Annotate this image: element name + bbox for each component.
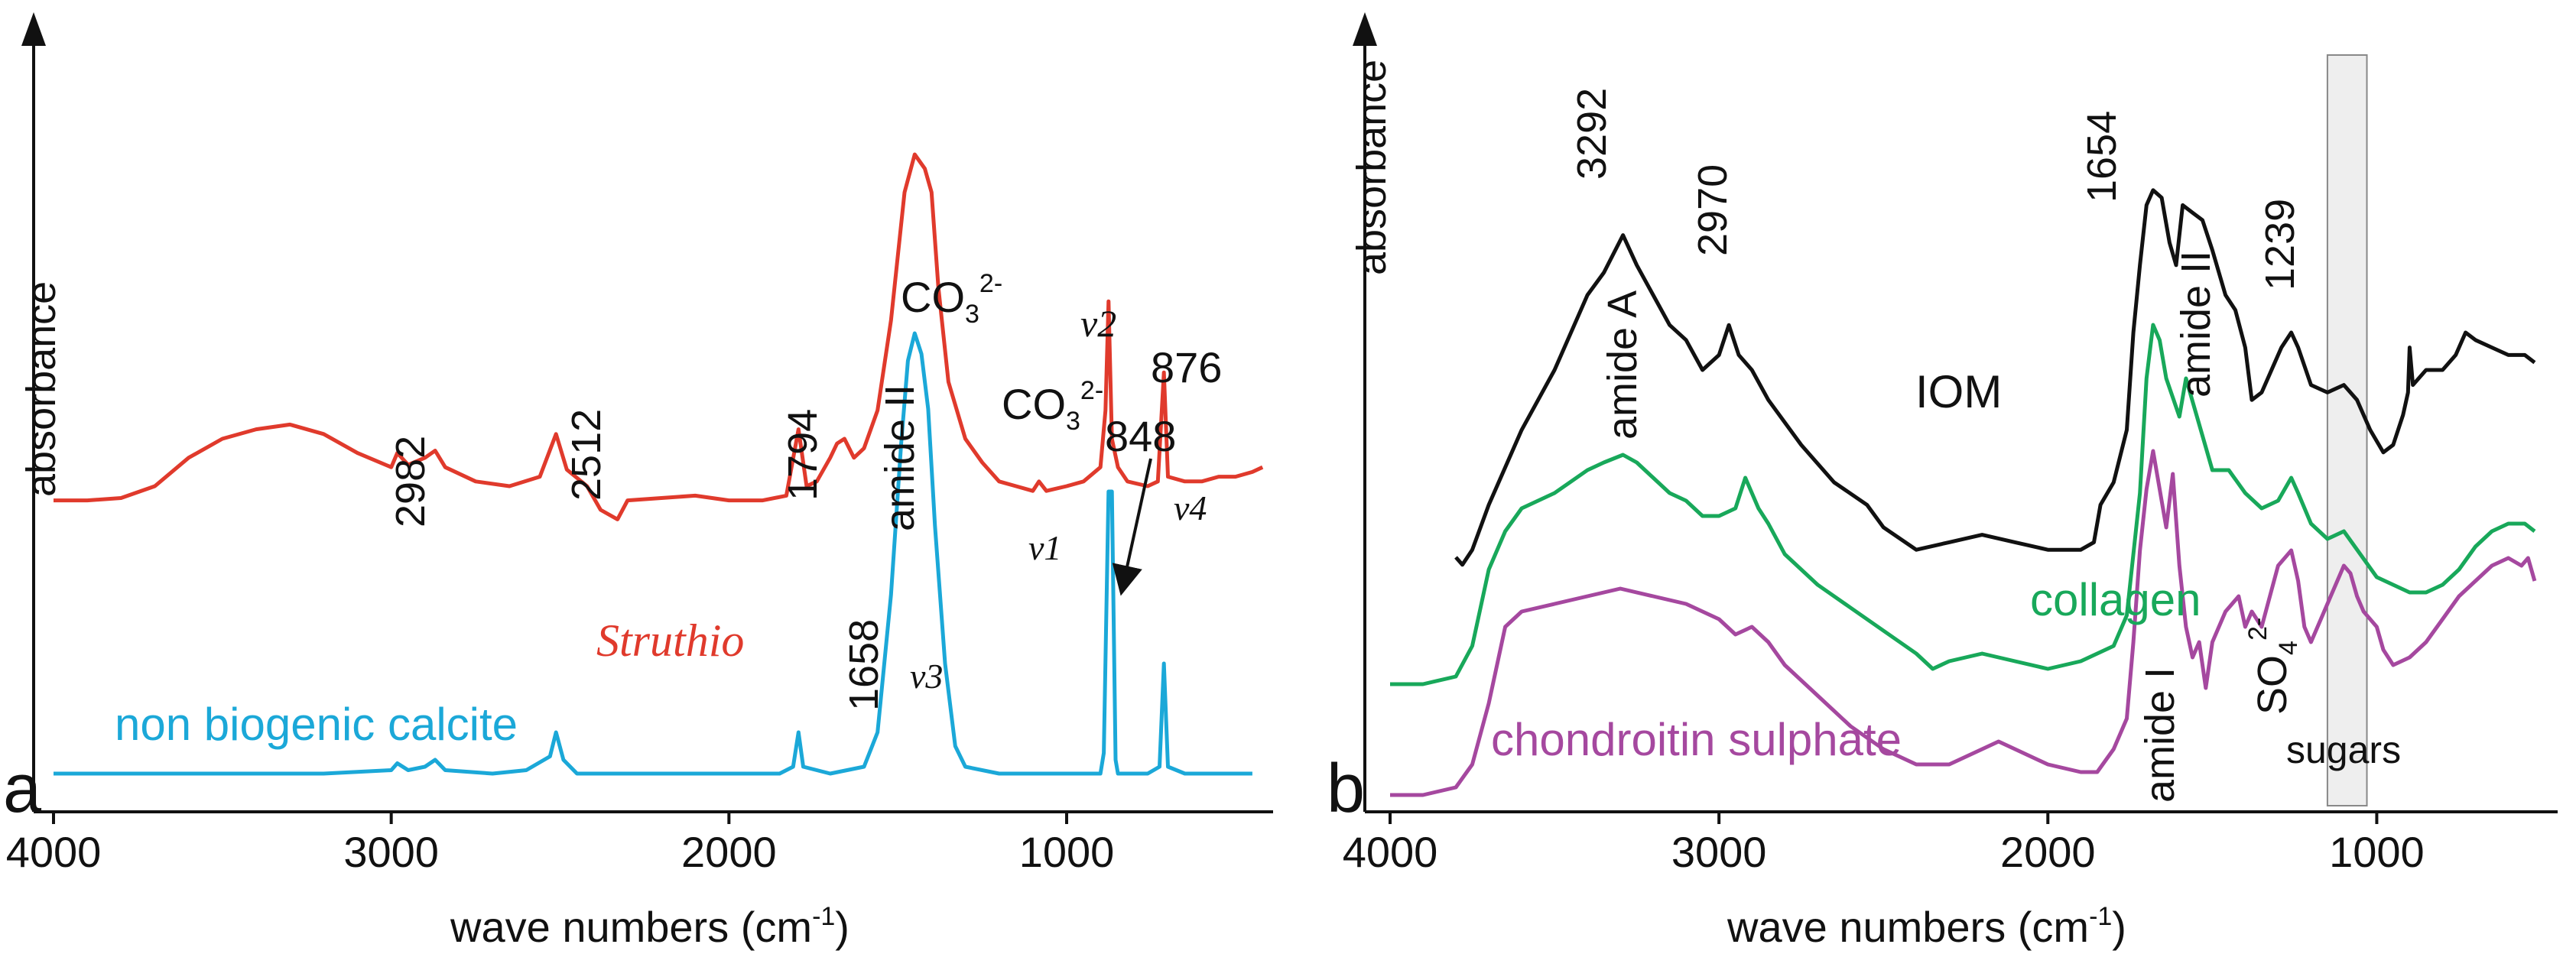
label-collagen: collagen [2030,574,2201,625]
label-sugars: sugars [2286,728,2401,771]
label-v4: v4 [1174,488,1207,527]
label-amide-i: amide I [2137,667,2183,803]
label-v2: v2 [1080,302,1116,345]
panel-b-x-tick-label-2000: 2000 [2000,828,2096,876]
series-line-chondroitin-sulphate [1390,449,2537,797]
arrow-848 [1112,458,1152,596]
panel-a-x-label: wave numbers (cm-1) [450,902,849,951]
series-line-iom [1454,188,2536,567]
label-1794: 1794 [780,409,826,501]
label-3292: 3292 [1569,88,1615,180]
label-2970: 2970 [1690,164,1736,256]
label-v3: v3 [910,657,943,696]
label-amide-a: amide A [1600,290,1645,440]
panel-a-y-axis-arrow [21,12,46,46]
panel-b-chart: 4000 3000 2000 1000 absorbance b wave numbe… [1327,12,2558,951]
sugars-band [2326,54,2368,806]
panel-a-x-tick-label-1000: 1000 [1019,828,1115,876]
series-line-collagen [1390,323,2536,686]
label-848: 848 [1105,412,1176,460]
panel-b-x-tick-label-4000: 4000 [1343,828,1438,876]
label-non-biogenic-calcite: non biogenic calcite [115,699,518,750]
panel-a-x-tick-label-4000: 4000 [6,828,102,876]
panel-a-y-label: absorbance [18,281,64,497]
label-876: 876 [1151,343,1222,391]
panel-a-x-tick-label-2000: 2000 [681,828,777,876]
label-so4: SO42- [2243,618,2303,715]
label-chondroitin-sulphate: chondroitin sulphate [1491,714,1902,765]
panel-a-chart: 4000 3000 2000 1000 absorbance a wave numbe… [3,12,1273,951]
panel-b-y-axis-arrow [1353,12,1377,46]
label-amide-ii-b: amide II [2173,251,2219,398]
series-line-non-biogenic-calcite [54,331,1252,776]
panel-b-y-label: absorbance [1349,60,1395,275]
panel-b-letter: b [1327,751,1365,827]
panel-a-x-tick-label-3000: 3000 [343,828,439,876]
series-line-struthio [54,152,1264,521]
label-2512: 2512 [564,409,609,501]
label-struthio: Struthio [596,615,744,666]
label-1239: 1239 [2257,199,2303,290]
panel-b-x-tick-label-3000: 3000 [1671,828,1767,876]
label-2982: 2982 [388,436,434,527]
label-1654: 1654 [2079,111,2125,203]
label-amide-ii-a: amide II [877,385,923,531]
panel-b-x-label: wave numbers (cm-1) [1727,902,2126,951]
panel-a-letter: a [3,751,42,827]
label-co3-top: CO32- [901,269,1002,329]
panel-b-x-tick-label-1000: 1000 [2329,828,2425,876]
label-1658: 1658 [841,619,887,711]
label-iom: IOM [1915,366,2002,417]
label-co3-mid: CO32- [1002,376,1103,436]
label-v1: v1 [1028,528,1061,567]
